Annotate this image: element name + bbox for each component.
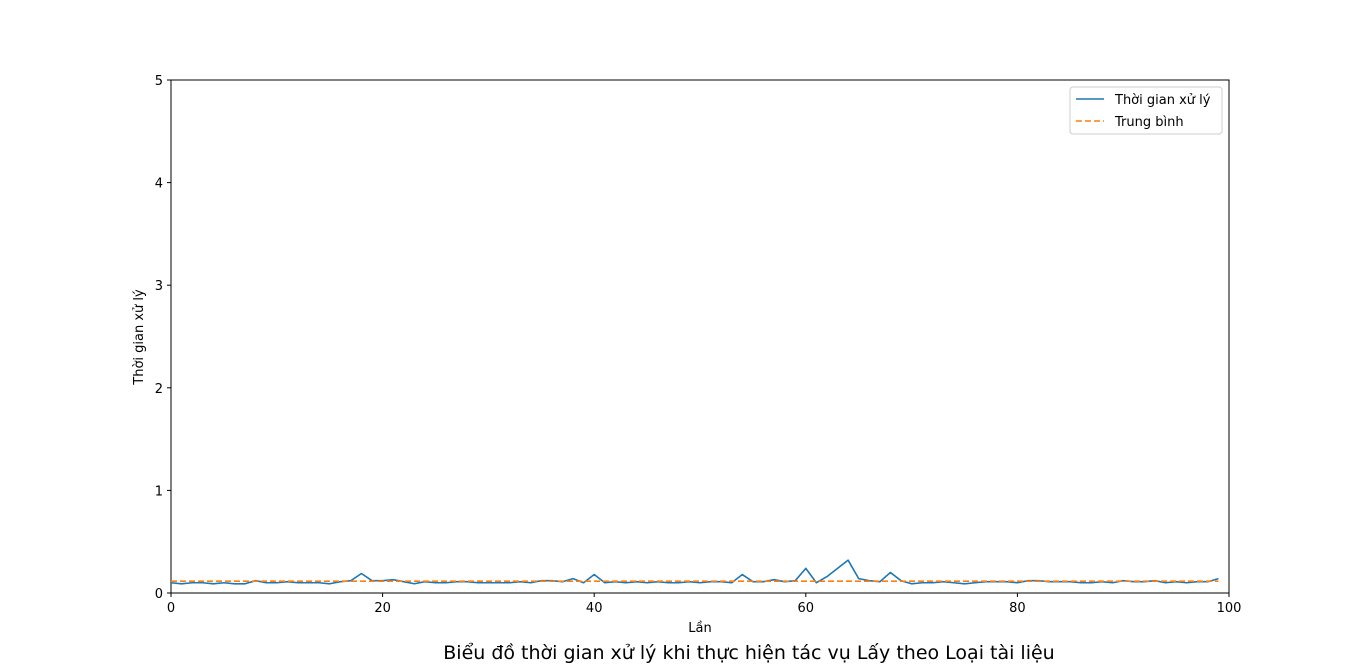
y-tick-label: 0 bbox=[155, 587, 163, 602]
plot-frame bbox=[170, 79, 1230, 594]
x-tick-label: 80 bbox=[1009, 601, 1026, 616]
y-tick-label: 1 bbox=[155, 484, 163, 499]
y-tick-label: 3 bbox=[155, 279, 163, 294]
y-tick-label: 5 bbox=[155, 74, 163, 89]
chart-title: Biểu đồ thời gian xử lý khi thực hiện tá… bbox=[443, 642, 1054, 664]
x-tick-label: 40 bbox=[586, 601, 603, 616]
x-tick-label: 60 bbox=[798, 601, 815, 616]
legend-label: Trung bình bbox=[1114, 115, 1184, 130]
legend: Thời gian xử lý Trung bình bbox=[1069, 86, 1223, 135]
plot-series bbox=[170, 559, 1219, 585]
x-tick-label: 100 bbox=[1217, 601, 1242, 616]
y-tick-label: 2 bbox=[155, 382, 163, 397]
legend-box bbox=[1069, 86, 1223, 135]
x-tick-label: 0 bbox=[167, 601, 175, 616]
x-tick-label: 20 bbox=[374, 601, 391, 616]
processing-time-line bbox=[170, 559, 1219, 585]
legend-label: Thời gian xử lý bbox=[1114, 93, 1211, 108]
x-axis-label: Lần bbox=[688, 621, 711, 636]
axes: 0 20 40 60 80 100 0 1 2 3 4 5 bbox=[155, 74, 1242, 616]
y-tick-label: 4 bbox=[155, 177, 163, 192]
y-axis-label: Thời gian xử lý bbox=[132, 289, 147, 386]
